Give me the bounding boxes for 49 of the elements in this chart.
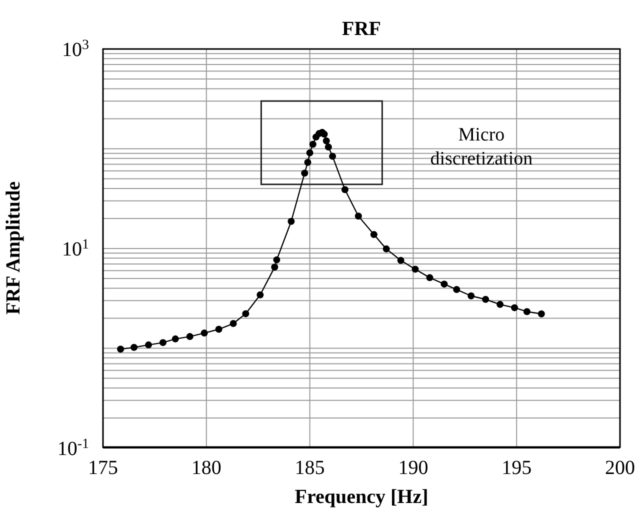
point <box>397 256 404 264</box>
x-tick-label: 185 <box>294 457 325 479</box>
point <box>329 152 336 160</box>
point <box>172 335 179 342</box>
point <box>186 333 194 340</box>
x-tick-label: 180 <box>191 457 222 479</box>
point <box>301 170 308 177</box>
point <box>341 186 348 194</box>
point <box>523 308 530 316</box>
point <box>511 304 518 312</box>
y-axis-title: FRF Amplitude <box>2 181 26 315</box>
point <box>242 310 250 318</box>
point <box>322 137 330 144</box>
point <box>453 286 460 294</box>
point <box>130 344 138 351</box>
y-tick-label: 10$^{3}$ <box>62 38 89 61</box>
y-tick-label: 10$^{1}$ <box>62 237 89 260</box>
point <box>288 218 295 225</box>
point <box>324 144 332 151</box>
point <box>496 300 504 308</box>
point <box>412 266 419 273</box>
x-tick-label: 195 <box>502 457 532 479</box>
point <box>304 158 312 166</box>
x-axis-title: Frequency [Hz] <box>294 486 430 509</box>
point <box>306 149 314 156</box>
point <box>230 320 237 328</box>
point <box>382 245 390 252</box>
x-tick-label: 175 <box>88 457 118 479</box>
point <box>354 212 362 220</box>
point <box>117 346 124 353</box>
x-tick-label: 190 <box>398 457 428 479</box>
chart-title: FRF <box>341 18 382 41</box>
point <box>273 256 280 264</box>
point <box>482 296 490 303</box>
point <box>144 341 152 348</box>
point <box>538 310 545 318</box>
point <box>159 339 166 346</box>
y-tick-label: 10$^{-1}$ <box>57 436 89 460</box>
point <box>370 231 378 238</box>
point <box>426 274 434 282</box>
point <box>215 326 222 333</box>
point <box>440 280 448 288</box>
point <box>256 291 264 298</box>
point <box>468 292 475 300</box>
annotation: Micro discretization <box>430 124 534 170</box>
point <box>271 264 278 271</box>
point <box>309 140 316 148</box>
point <box>200 330 208 337</box>
x-tick-label: 200 <box>605 457 635 479</box>
